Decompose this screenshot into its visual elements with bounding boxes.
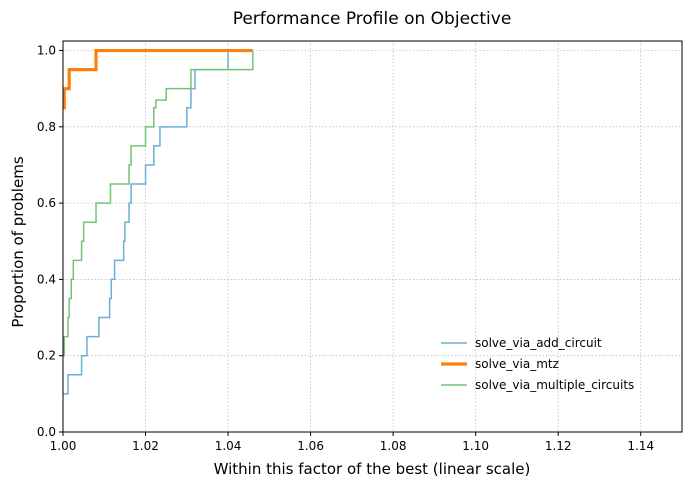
series-line-solve-via-multiple-circuits: [63, 50, 254, 357]
plot-frame: [62, 40, 683, 433]
y-axis-title: Proportion of problems: [9, 156, 27, 327]
x-tick-label: 1.04: [215, 439, 242, 453]
legend-label: solve_via_multiple_circuits: [475, 378, 634, 392]
series-line-solve-via-add-circuit: [63, 49, 253, 395]
x-tick-label: 1.12: [545, 439, 572, 453]
legend-label: solve_via_add_circuit: [475, 336, 602, 350]
x-tick-label: 1.06: [297, 439, 324, 453]
y-tick-label: 1.0: [37, 44, 56, 58]
x-axis-title: Within this factor of the best (linear s…: [214, 460, 531, 478]
x-tick-label: 1.10: [462, 439, 489, 453]
series-line-solve-via-mtz: [62, 48, 253, 110]
y-tick-label: 0.2: [37, 349, 56, 363]
chart-title: Performance Profile on Objective: [233, 9, 512, 29]
series-layer: [62, 48, 254, 395]
x-tick-label: 1.00: [50, 439, 77, 453]
y-tick-label: 0.0: [37, 425, 56, 439]
x-axis: 1.00 1.02 1.04 1.06 1.08 1.10 1.12 1.14: [50, 432, 654, 453]
x-tick-label: 1.08: [380, 439, 407, 453]
x-tick-label: 1.02: [132, 439, 159, 453]
y-tick-label: 0.8: [37, 120, 56, 134]
y-axis: 0.0 0.2 0.4 0.6 0.8 1.0: [37, 44, 63, 439]
legend-label: solve_via_mtz: [475, 357, 559, 371]
legend: solve_via_add_circuit solve_via_mtz solve_…: [441, 336, 634, 392]
y-tick-label: 0.6: [37, 196, 56, 210]
x-tick-label: 1.14: [627, 439, 654, 453]
y-tick-label: 0.4: [37, 272, 56, 286]
